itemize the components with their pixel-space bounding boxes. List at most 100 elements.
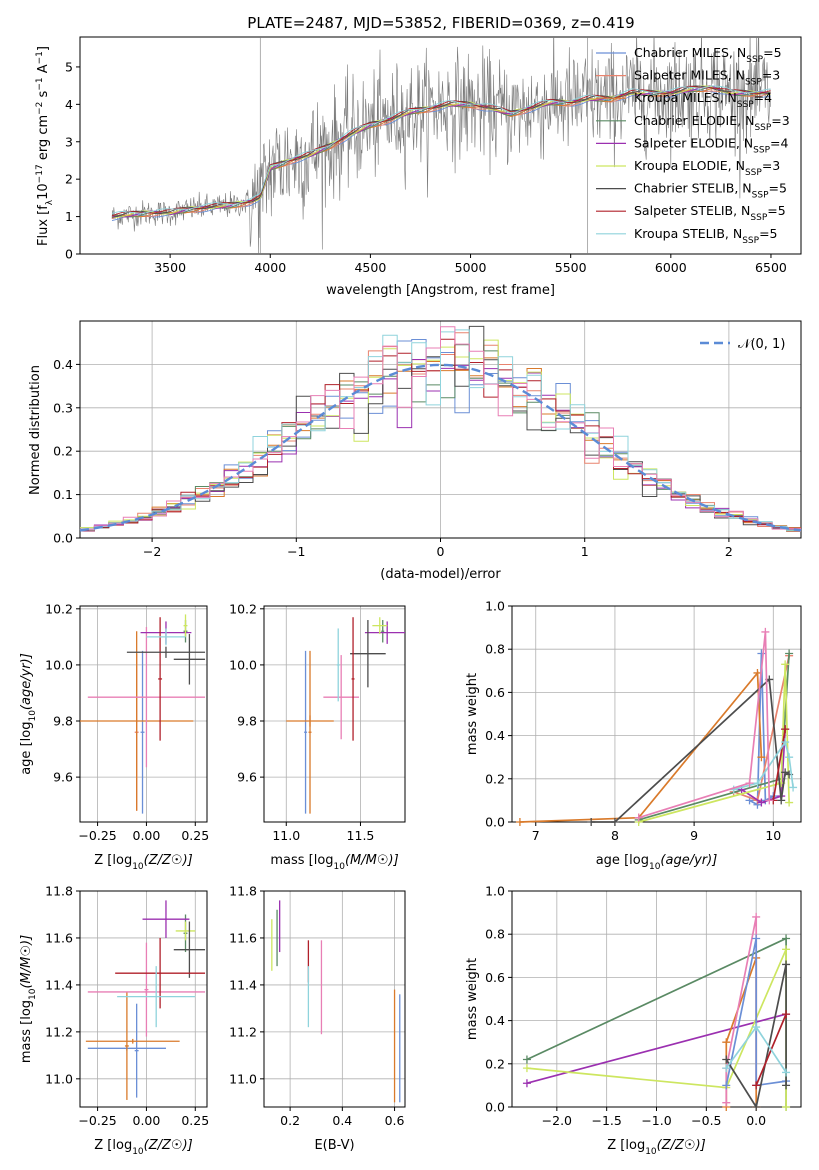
y-tick-label: 11.2 [45, 1024, 73, 1039]
y-tick-label: 5 [65, 59, 73, 74]
x-tick-label: 9 [690, 828, 698, 843]
x-tick-label: 0 [437, 544, 445, 559]
plot-frame [79, 890, 208, 1108]
legend-label: Chabrier MILES, NSSP=5 [634, 45, 782, 65]
error-point-kroupa_miles [80, 631, 194, 811]
weight-marker [515, 818, 524, 826]
error-point-chabrier_stelib [173, 634, 206, 685]
legend-label: Chabrier STELIB, NSSP=5 [634, 181, 787, 201]
x-tick-label: 10 [765, 828, 781, 843]
x-tick-label: 0.6 [385, 1113, 405, 1128]
weight-marker [722, 1055, 731, 1064]
error-point-chabrier_miles [134, 1003, 139, 1098]
error-point-chabrier_stelib [173, 921, 206, 978]
weight-marker [757, 649, 766, 658]
error-point-kroupa_elodie [372, 617, 388, 635]
x-tick-label: 0.25 [181, 828, 209, 843]
x-tick-label: 4000 [254, 260, 286, 275]
legend-label: Chabrier ELODIE, NSSP=3 [634, 113, 790, 133]
x-tick-label: 0.4 [332, 1113, 352, 1128]
y-tick-label: 1.0 [485, 884, 505, 899]
error-point-kroupa_miles [124, 991, 129, 1100]
error-point-kroupa_elodie [175, 921, 196, 941]
error-point-salpeter_elodie [142, 900, 190, 938]
y-tick-label: 11.8 [229, 884, 257, 899]
model-line-salpeter_stelib [111, 85, 771, 217]
weight-marker [753, 668, 762, 677]
weight-line-pink [638, 631, 771, 819]
error-point-salpeter_stelib [115, 937, 206, 1009]
legend-label: Kroupa MILES, NSSP=4 [634, 90, 772, 110]
error-point-chabrier_elodie [381, 620, 385, 643]
legend-label: Salpeter STELIB, NSSP=5 [634, 203, 786, 223]
weight-line-kroupa_elodie [638, 664, 790, 823]
plot-frame [263, 605, 406, 823]
error-point-pink [87, 627, 206, 768]
error-point-kroupa_elodie [183, 614, 188, 637]
weight-marker [522, 1055, 531, 1064]
y-tick-label: 11.4 [229, 977, 257, 992]
weight-line-chabrier_miles [725, 938, 787, 1087]
weight-marker [781, 725, 790, 734]
error-point-salpeter_stelib [351, 617, 355, 741]
weight-marker [761, 627, 770, 636]
y-tick-label: 11.0 [229, 1071, 257, 1086]
weight-marker [722, 1064, 731, 1073]
weight-marker [782, 1068, 791, 1077]
error-point-chabrier_miles [304, 650, 308, 814]
error-point-chabrier_miles [140, 650, 145, 814]
weight-marker [722, 1038, 731, 1047]
x-tick-label: −0.5 [691, 1113, 721, 1128]
x-tick-label: −1.0 [641, 1113, 671, 1128]
x-tick-label: 2 [725, 544, 733, 559]
x-tick-label: 6500 [755, 260, 787, 275]
y-tick-label: 0.0 [485, 815, 505, 830]
x-tick-label: −0.25 [78, 1113, 116, 1128]
weight-marker [782, 945, 791, 954]
y-tick-label: 1 [65, 209, 73, 224]
error-point-salpeter_stelib [158, 617, 163, 741]
x-tick-label: −1.5 [591, 1113, 621, 1128]
x-axis-label: age [log10(age/yr)] [596, 853, 718, 872]
weight-marker [782, 1010, 791, 1019]
y-tick-label: 0.3 [53, 400, 73, 415]
weight_vs_age-axes: 7 8 9 10 0.0 0.2 0.4 0.6 0.8 1.0 age [log10(age/yr… [465, 599, 802, 872]
x-tick-label: 5500 [555, 260, 587, 275]
x-tick-label: −2 [143, 544, 161, 559]
weight-marker [782, 960, 791, 969]
x-tick-label: 7 [532, 828, 540, 843]
y-tick-label: 0.2 [485, 771, 505, 786]
mass_vs_ebv-axes: 0.2 0.4 0.6 11.0 11.2 11.4 11.6 11.8 E(B-V) [229, 884, 406, 1153]
weight-marker [781, 738, 790, 747]
weight-marker [781, 660, 790, 669]
weight-line-salpeter_stelib [772, 728, 787, 801]
weight-marker [587, 818, 596, 826]
weight-marker [745, 779, 754, 788]
model-line-kroupa_elodie [111, 85, 771, 218]
error-point-kroupa_stelib [117, 966, 196, 1028]
error-point-salpeter_elodie [364, 621, 405, 644]
weight-line-kroupa_miles [519, 670, 763, 823]
x-tick-label: 0.00 [133, 1113, 161, 1128]
weight-marker [752, 934, 761, 943]
y-tick-label: 10.2 [229, 601, 257, 616]
x-tick-label: 6000 [655, 260, 687, 275]
y-tick-label: 0.2 [485, 1056, 505, 1071]
y-tick-label: 0.4 [53, 357, 73, 372]
y-tick-label: 0.1 [53, 487, 73, 502]
y-tick-label: 11.6 [45, 930, 73, 945]
model-line-kroupa_stelib [111, 85, 771, 214]
mass_vs_Z-axes: −0.25 0.00 0.25 11.0 11.2 11.4 11.6 11.8 Z [log1… [19, 884, 209, 1158]
error-point-kroupa_stelib [146, 628, 186, 646]
y-tick-label: 0.8 [485, 927, 505, 942]
y-tick-label: 9.6 [53, 770, 73, 785]
weight-marker [610, 818, 619, 826]
normal-curve [79, 363, 802, 532]
x-tick-label: 0.25 [181, 1113, 209, 1128]
x-tick-label: 0.0 [746, 1113, 766, 1128]
y-tick-label: 4 [65, 97, 73, 112]
residuals-axes: −2 −1 0 1 2 0.0 0.1 0.2 0.3 0.4 𝒩(0, 1) (data-model… [28, 320, 802, 582]
legend-label: Salpeter ELODIE, NSSP=4 [634, 135, 789, 155]
y-tick-label: 11.2 [229, 1024, 257, 1039]
